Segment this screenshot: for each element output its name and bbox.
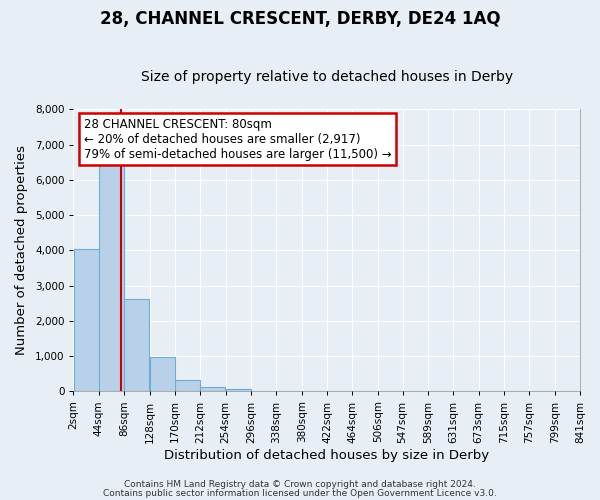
- X-axis label: Distribution of detached houses by size in Derby: Distribution of detached houses by size …: [164, 450, 489, 462]
- Text: 28 CHANNEL CRESCENT: 80sqm
← 20% of detached houses are smaller (2,917)
79% of s: 28 CHANNEL CRESCENT: 80sqm ← 20% of deta…: [83, 118, 391, 160]
- Bar: [200, 387, 226, 392]
- Bar: [99, 158, 124, 392]
- Text: 28, CHANNEL CRESCENT, DERBY, DE24 1AQ: 28, CHANNEL CRESCENT, DERBY, DE24 1AQ: [100, 10, 500, 28]
- Bar: [175, 380, 200, 392]
- Bar: [226, 390, 251, 392]
- Bar: [124, 299, 149, 392]
- Text: Contains public sector information licensed under the Open Government Licence v3: Contains public sector information licen…: [103, 488, 497, 498]
- Title: Size of property relative to detached houses in Derby: Size of property relative to detached ho…: [140, 70, 513, 85]
- Bar: [149, 357, 175, 392]
- Bar: [74, 248, 98, 392]
- Text: Contains HM Land Registry data © Crown copyright and database right 2024.: Contains HM Land Registry data © Crown c…: [124, 480, 476, 489]
- Y-axis label: Number of detached properties: Number of detached properties: [15, 146, 28, 356]
